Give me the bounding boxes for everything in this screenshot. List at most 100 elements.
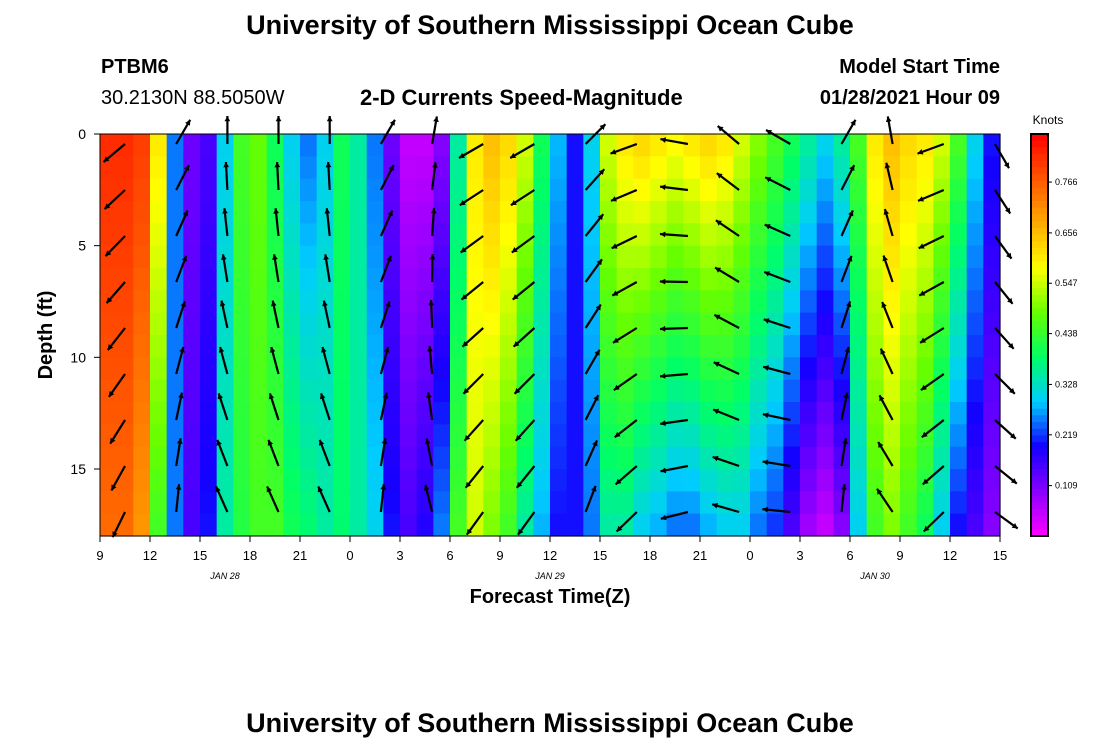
heatmap-cell xyxy=(183,491,201,515)
current-arrowhead xyxy=(765,177,772,183)
heatmap-cell xyxy=(383,402,401,425)
heatmap-cell xyxy=(533,424,551,448)
current-arrowhead xyxy=(917,149,924,155)
heatmap-cell xyxy=(566,268,584,291)
heatmap-cell xyxy=(400,268,418,291)
heatmap-cell xyxy=(350,223,368,247)
heatmap-cell xyxy=(633,201,651,224)
heatmap-cell xyxy=(533,513,551,537)
heatmap-cell xyxy=(783,402,801,425)
x-tick-label: 9 xyxy=(96,548,103,563)
colorbar-swatch xyxy=(1031,375,1048,383)
heatmap-cell xyxy=(950,335,968,358)
colorbar-swatch xyxy=(1031,201,1048,209)
heatmap-cell xyxy=(633,513,651,537)
current-arrowhead xyxy=(512,294,519,300)
current-arrowhead xyxy=(514,388,521,394)
heatmap-cell xyxy=(300,312,318,336)
current-arrowhead xyxy=(465,481,472,488)
heatmap-cell xyxy=(816,178,834,202)
heatmap-cell xyxy=(166,245,184,269)
heatmap-cell xyxy=(950,312,968,336)
heatmap-cell xyxy=(666,178,684,202)
heatmap-cell xyxy=(366,513,384,537)
heatmap-cell xyxy=(583,201,601,224)
heatmap-cell xyxy=(866,357,884,381)
heatmap-cell xyxy=(833,469,851,492)
current-arrowhead xyxy=(462,341,469,347)
current-arrowhead xyxy=(108,391,115,397)
heatmap-cell xyxy=(800,245,818,269)
heatmap-cell xyxy=(600,223,618,247)
heatmap-cell xyxy=(816,469,834,492)
colorbar-swatch xyxy=(1031,241,1048,249)
heatmap-cell xyxy=(616,156,634,180)
heatmap-cell xyxy=(866,402,884,425)
heatmap-cell xyxy=(766,491,784,515)
current-arrowhead xyxy=(461,294,468,300)
heatmap-cell xyxy=(300,245,318,269)
heatmap-cell xyxy=(200,178,218,202)
heatmap-cell xyxy=(850,156,868,180)
heatmap-cell xyxy=(150,379,168,403)
heatmap-cell xyxy=(700,469,718,492)
heatmap-cell xyxy=(750,178,768,202)
heatmap-cell xyxy=(250,268,268,291)
current-arrowhead xyxy=(424,438,431,445)
heatmap-cell xyxy=(300,201,318,224)
heatmap-cell xyxy=(816,268,834,291)
heatmap-cell xyxy=(200,156,218,180)
heatmap-cell xyxy=(266,134,284,157)
current-arrowhead xyxy=(713,361,720,367)
heatmap-cell xyxy=(966,469,984,492)
chart-subtitle: 2-D Currents Speed-Magnitude xyxy=(360,85,683,110)
heatmap-cell xyxy=(500,223,518,247)
current-arrowhead xyxy=(272,254,278,260)
heatmap-cell xyxy=(300,134,318,157)
heatmap-cell xyxy=(183,513,201,537)
heatmap-cell xyxy=(433,379,451,403)
current-arrowhead xyxy=(217,393,224,400)
heatmap-cell xyxy=(100,446,118,470)
x-tick-label: 3 xyxy=(396,548,403,563)
heatmap-cell xyxy=(300,268,318,291)
heatmap-cell xyxy=(283,245,301,269)
heatmap-cell xyxy=(666,312,684,336)
heatmap-cell xyxy=(233,379,251,403)
heatmap-cell xyxy=(916,312,934,336)
current-arrowhead xyxy=(716,173,723,179)
heatmap-cell xyxy=(266,357,284,381)
heatmap-cell xyxy=(333,357,351,381)
current-arrowhead xyxy=(921,431,928,438)
heatmap-cell xyxy=(483,491,501,515)
heatmap-cell xyxy=(366,491,384,515)
heatmap-cell xyxy=(750,402,768,425)
heatmap-cells xyxy=(100,134,1001,537)
heatmap-cell xyxy=(950,223,968,247)
heatmap-cell xyxy=(466,491,484,515)
heatmap-cell xyxy=(150,290,168,314)
current-arrowhead xyxy=(596,259,602,266)
heatmap-cell xyxy=(933,491,951,515)
heatmap-cell xyxy=(433,290,451,314)
heatmap-cell xyxy=(916,513,934,537)
heatmap-cell xyxy=(400,290,418,314)
heatmap-cell xyxy=(100,312,118,336)
current-arrowhead xyxy=(324,208,331,214)
heatmap-cell xyxy=(266,424,284,448)
heatmap-cell xyxy=(900,290,918,314)
heatmap-cell xyxy=(600,201,618,224)
current-arrowhead xyxy=(923,525,930,532)
heatmap-cell xyxy=(633,424,651,448)
heatmap-cell xyxy=(466,178,484,202)
heatmap-cell xyxy=(450,312,468,336)
heatmap-cell xyxy=(700,134,718,157)
heatmap-cell xyxy=(483,469,501,492)
heatmap-cell xyxy=(233,178,251,202)
heatmap-cell xyxy=(733,245,751,269)
heatmap-cell xyxy=(516,290,534,314)
heatmap-cell xyxy=(383,268,401,291)
heatmap-cell xyxy=(116,245,134,269)
x-tick-label: 3 xyxy=(796,548,803,563)
current-arrowhead xyxy=(1010,478,1017,484)
